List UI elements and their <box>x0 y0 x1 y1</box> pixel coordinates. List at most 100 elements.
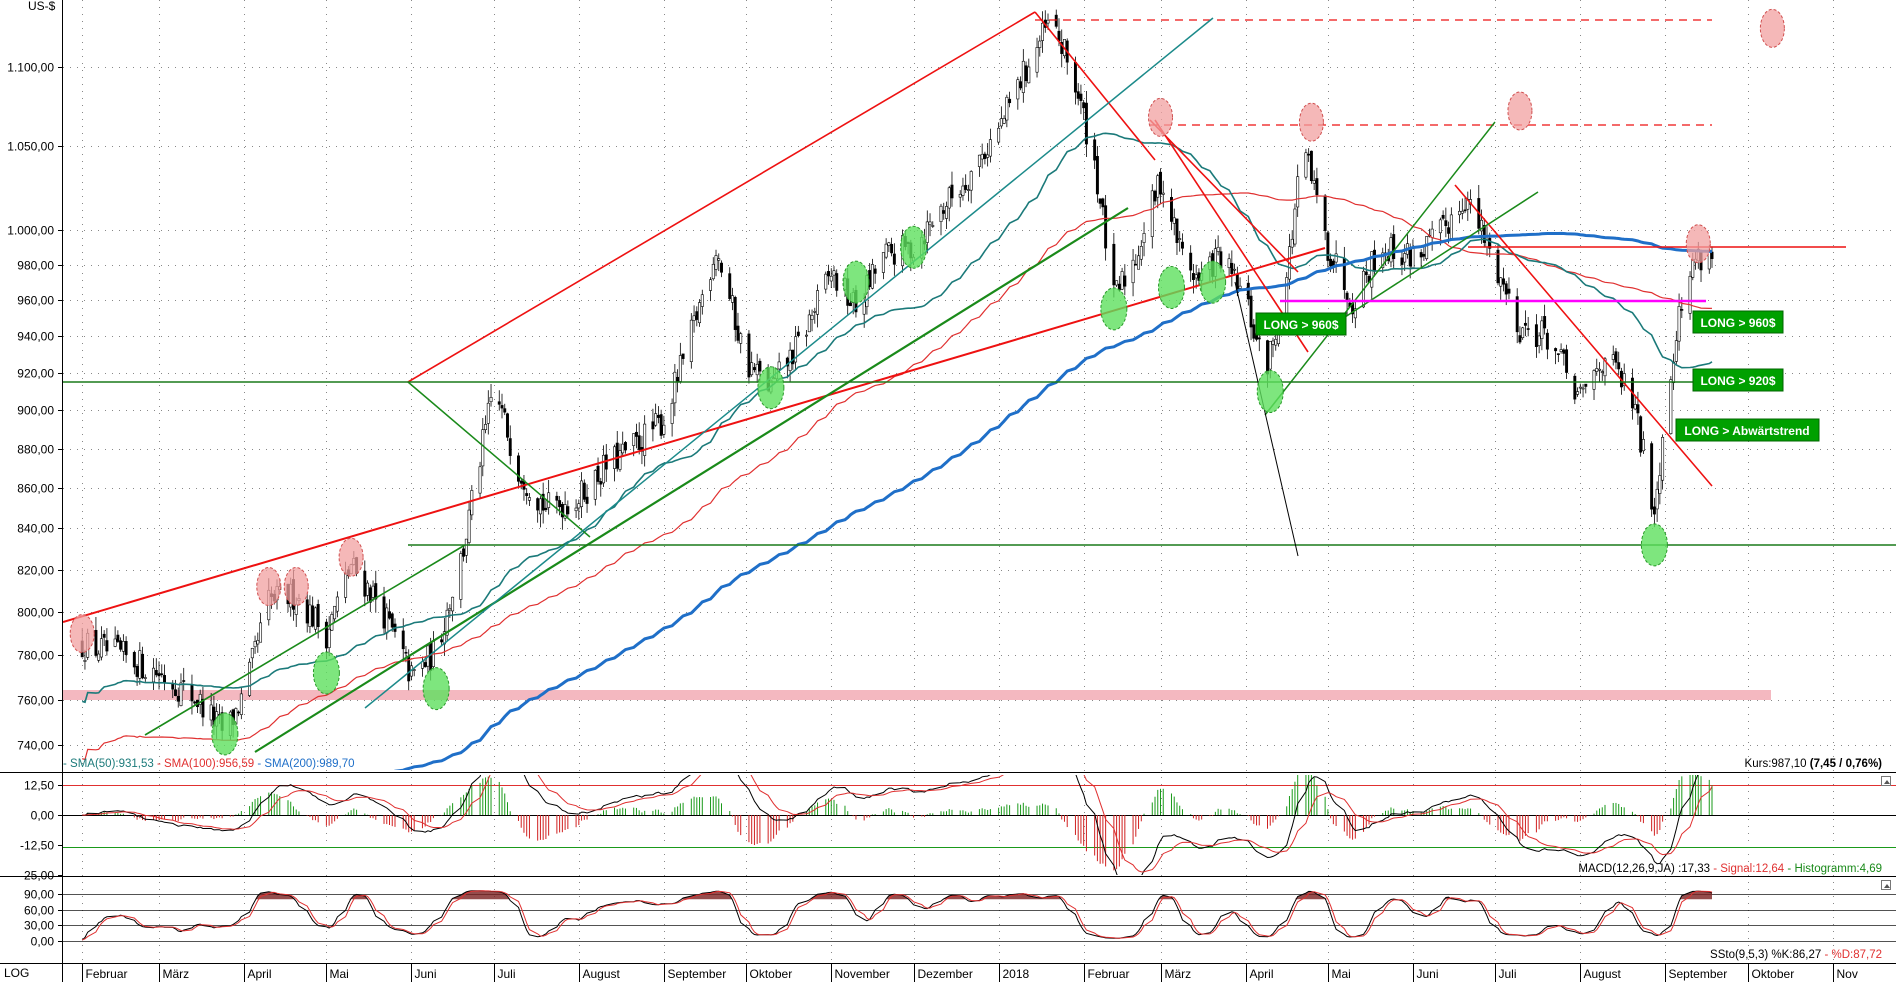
candle <box>1499 277 1503 300</box>
candle <box>305 592 309 633</box>
candle <box>1038 35 1042 57</box>
candle <box>1304 148 1308 180</box>
candle <box>577 499 581 520</box>
candle <box>1622 363 1626 391</box>
candle <box>1016 76 1020 110</box>
candle <box>390 612 394 632</box>
candle <box>1095 146 1099 203</box>
candle <box>964 174 968 194</box>
candle <box>160 664 164 678</box>
panel-collapse-button[interactable] <box>1881 880 1891 890</box>
candle <box>1142 222 1146 257</box>
candle <box>1614 347 1618 370</box>
candle <box>445 602 449 642</box>
candle <box>695 306 699 327</box>
candle <box>519 479 523 490</box>
candle <box>835 269 839 297</box>
signal-box: LONG > 960$ <box>1255 312 1347 336</box>
candle <box>404 645 408 663</box>
candle <box>201 686 205 727</box>
price-tick-label: 1.050,00 <box>7 140 54 154</box>
candle <box>464 538 468 563</box>
trendline-green <box>1264 121 1496 416</box>
candle <box>1019 76 1023 91</box>
candle <box>1296 164 1300 217</box>
month-label: September <box>668 967 727 981</box>
candle <box>102 630 106 647</box>
candle <box>884 238 888 260</box>
indicator-tick-label: 12,50 <box>24 779 54 793</box>
month-label: August <box>583 967 621 981</box>
candle <box>1400 251 1404 276</box>
candle <box>1159 168 1162 204</box>
candle <box>1079 84 1083 115</box>
candle <box>999 106 1003 129</box>
candle <box>83 649 87 670</box>
price-tick-label: 940,00 <box>17 330 54 344</box>
candle <box>1326 230 1330 268</box>
candle <box>1595 358 1599 376</box>
candle <box>1584 383 1588 394</box>
candle <box>1573 373 1577 405</box>
price-axis: 740,00 760,00 780,00 800,00 820,00 840,00 860,… <box>7 61 63 753</box>
trendline-teal <box>364 17 1214 709</box>
month-label: März <box>163 967 190 981</box>
candle <box>1600 369 1604 381</box>
trendline-black <box>1234 281 1299 557</box>
trendline-green <box>407 381 591 538</box>
month-label: Nov <box>1837 967 1858 981</box>
candle <box>1389 232 1393 268</box>
candle <box>1230 250 1234 287</box>
candle <box>371 580 375 602</box>
ssto-legend: SSto(9,5,3) %K:86,27 - %D:87,72 <box>1710 949 1882 961</box>
candle <box>887 241 891 253</box>
month-label: 2018 <box>1003 967 1030 981</box>
candle <box>717 253 721 272</box>
price-tick-label: 760,00 <box>17 694 54 708</box>
candle <box>124 636 128 663</box>
candle <box>752 363 756 373</box>
candle <box>728 267 732 301</box>
support-marker <box>211 712 239 756</box>
candle <box>368 584 372 612</box>
signal-label: LONG > 960$ <box>1263 318 1338 332</box>
candle <box>508 425 512 465</box>
candle <box>931 221 935 228</box>
candle <box>1021 49 1025 103</box>
candle <box>382 586 386 634</box>
candle <box>327 616 331 657</box>
candle <box>1150 184 1154 249</box>
signal-box: LONG > Abwärtstrend <box>1675 418 1820 442</box>
time-axis: Februar März April Mai Juni Juli August Septemb… <box>82 964 1858 982</box>
candle <box>670 398 674 437</box>
month-label: Februar <box>86 967 128 981</box>
trendline-red <box>1454 184 1713 487</box>
candle <box>692 305 696 333</box>
panel-collapse-button[interactable] <box>1881 776 1891 786</box>
candle <box>1197 268 1201 286</box>
indicator-tick-label: -12,50 <box>20 839 54 853</box>
candle <box>1271 337 1275 358</box>
trendline-green <box>144 544 466 736</box>
candle <box>977 154 981 177</box>
candle <box>481 417 485 477</box>
signal-box: LONG > 960$ <box>1692 310 1784 334</box>
candle <box>1249 287 1253 341</box>
price-tick-label: 920,00 <box>17 367 54 381</box>
candle <box>308 595 312 634</box>
candle <box>451 596 455 622</box>
candle <box>986 143 990 167</box>
trendline-green <box>1324 191 1539 331</box>
trendline-red <box>1034 11 1156 161</box>
resistance-marker <box>338 537 364 577</box>
candle <box>113 626 117 648</box>
candle <box>1178 230 1182 252</box>
candle <box>755 353 759 383</box>
candle <box>517 452 520 487</box>
candle <box>1290 230 1294 255</box>
month-label: Juli <box>498 967 516 981</box>
resistance-marker <box>69 614 95 654</box>
candle <box>462 545 466 562</box>
